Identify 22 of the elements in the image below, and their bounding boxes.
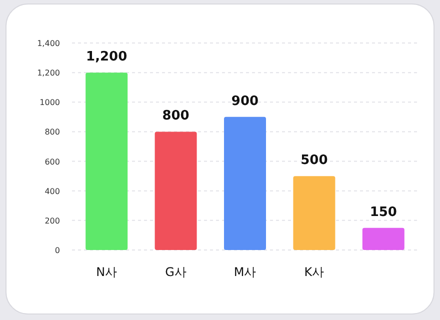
data-label: 500 <box>300 153 328 168</box>
y-tick-label: 1,400 <box>37 39 60 48</box>
bar <box>224 116 266 250</box>
y-tick-label: 1,200 <box>37 68 60 78</box>
y-tick-label: 600 <box>44 157 60 166</box>
bar <box>362 228 404 250</box>
y-tick-label: 400 <box>44 186 60 196</box>
data-label: 1,200 <box>86 50 128 65</box>
x-tick-label: G사 <box>165 265 186 279</box>
y-tick-label: 1000 <box>40 98 60 108</box>
data-label: 900 <box>231 94 259 109</box>
data-label: 150 <box>370 204 397 220</box>
x-tick-label: M사 <box>234 265 256 279</box>
bar <box>154 132 197 250</box>
y-tick-label: 0 <box>54 246 60 255</box>
x-tick-label: K사 <box>304 265 324 279</box>
y-tick-label: 800 <box>44 128 60 137</box>
y-tick-label: 200 <box>44 216 60 226</box>
data-label: 800 <box>162 108 190 124</box>
bar <box>293 176 336 250</box>
bar <box>86 72 128 250</box>
x-tick-label: N사 <box>96 265 118 279</box>
